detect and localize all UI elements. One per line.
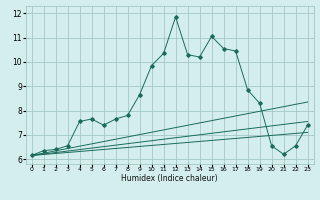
X-axis label: Humidex (Indice chaleur): Humidex (Indice chaleur)	[121, 174, 218, 183]
